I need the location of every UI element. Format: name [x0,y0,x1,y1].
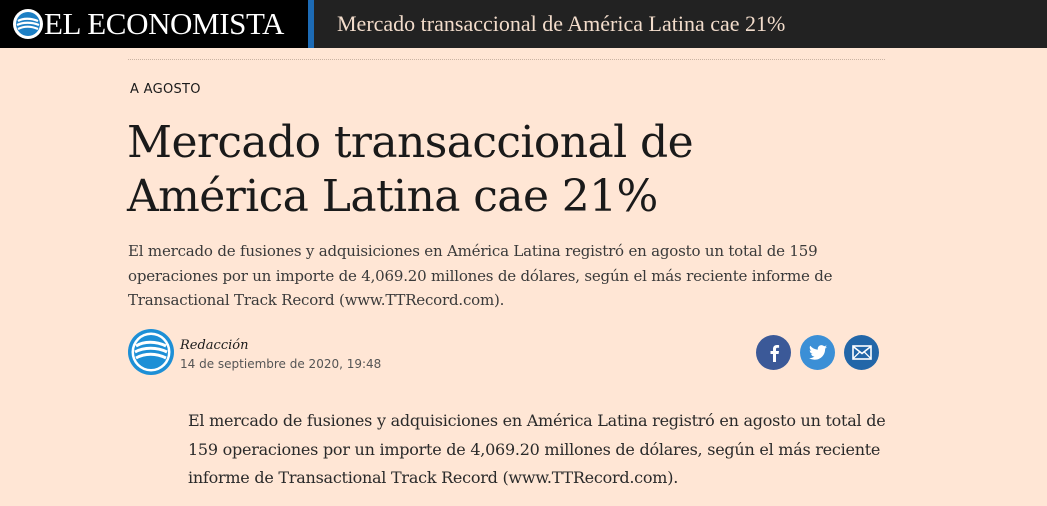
author-link[interactable]: Redacción [180,338,249,353]
share-email-button[interactable] [844,335,879,370]
section-kicker[interactable]: A AGOSTO [130,82,201,97]
mail-icon [851,345,872,360]
share-twitter-button[interactable] [800,335,835,370]
top-bar: EL ECONOMISTA Mercado transaccional de A… [0,0,1047,48]
article-summary: El mercado de fusiones y adquisiciones e… [128,242,833,309]
headline-line-1: Mercado transaccional de [127,117,694,168]
brand-home-link[interactable]: EL ECONOMISTA [0,0,308,48]
dotted-divider [128,59,885,60]
twitter-icon [808,345,827,360]
publish-date: 14 de septiembre de 2020, 19:48 [180,357,382,371]
topbar-article-title: Mercado transaccional de América Latina … [337,11,786,36]
brand-divider [308,0,314,48]
share-facebook-button[interactable] [756,335,791,370]
facebook-icon [770,344,779,362]
el-economista-logo-icon [13,9,43,39]
el-economista-avatar-icon [128,329,174,375]
brand-name: EL ECONOMISTA [44,6,285,41]
article-body-paragraph: El mercado de fusiones y adquisiciones e… [188,411,886,487]
article-headline: Mercado transaccional de América Latina … [127,116,907,224]
headline-line-2: América Latina cae 21% [127,171,658,222]
